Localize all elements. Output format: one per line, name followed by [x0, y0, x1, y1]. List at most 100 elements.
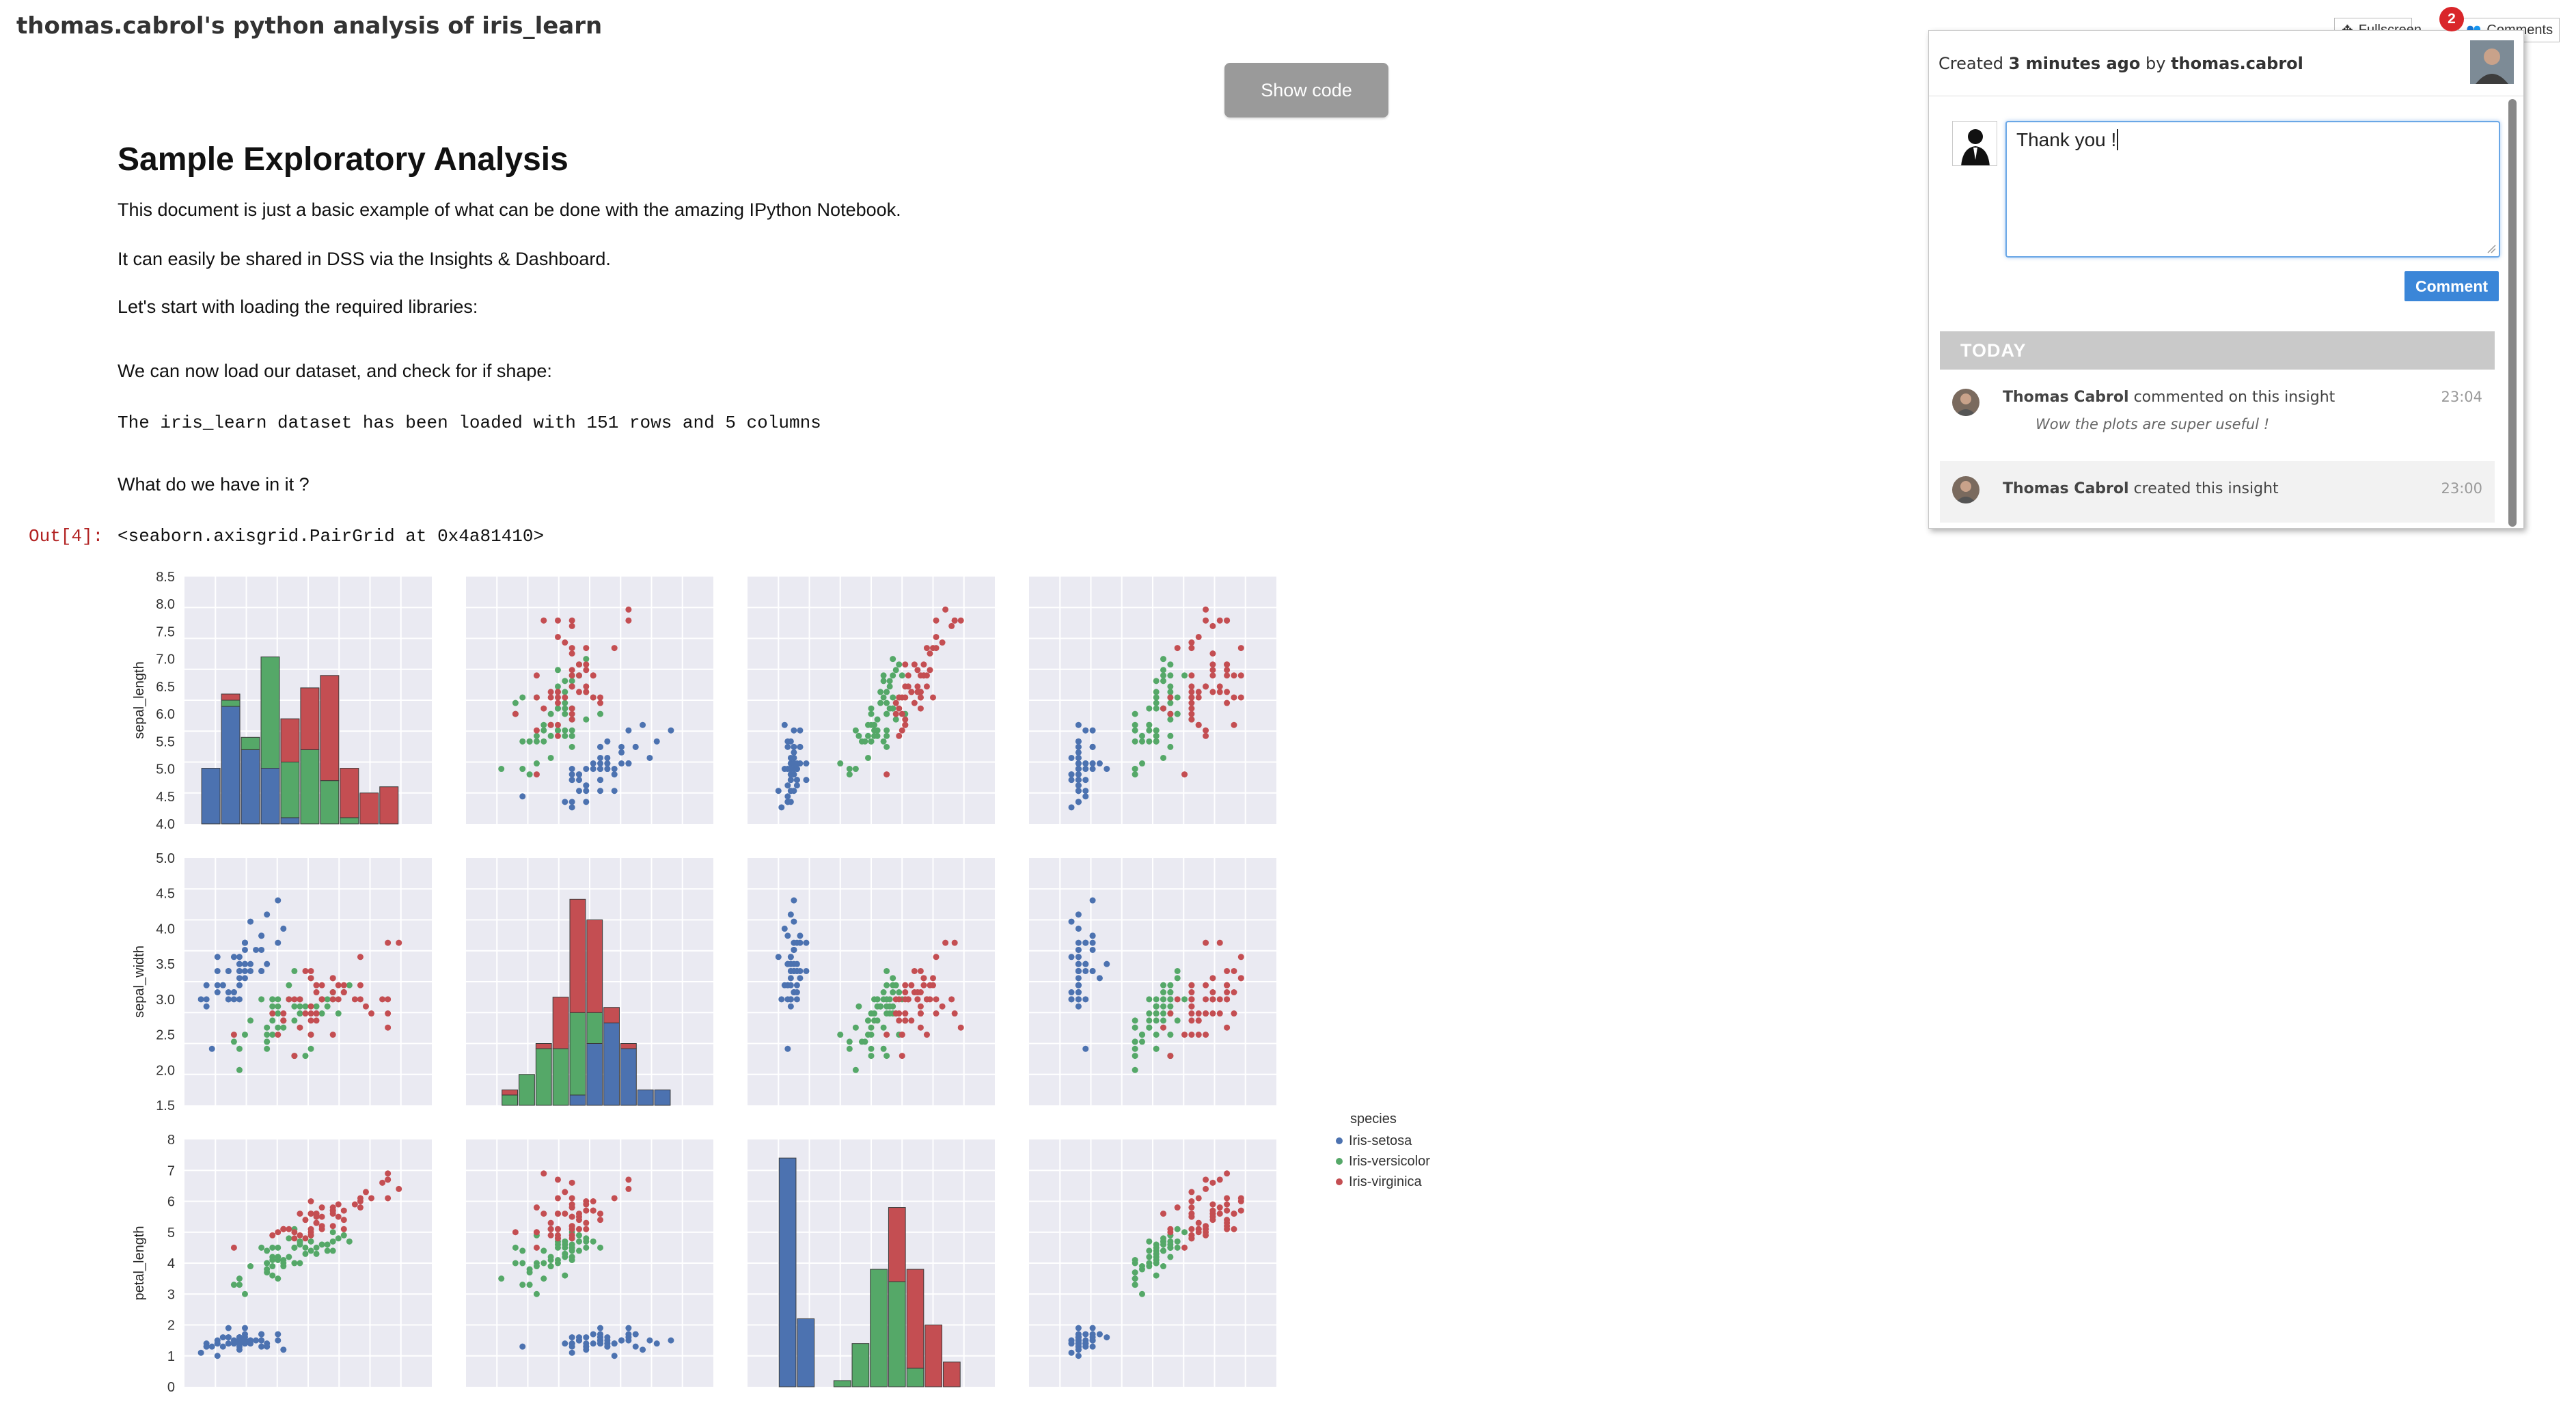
scatter-point: [264, 1045, 271, 1052]
scatter-point: [1167, 743, 1174, 750]
scatter-point: [787, 975, 794, 982]
activity-author[interactable]: Thomas Cabrol: [2003, 480, 2129, 497]
y-tick-label: 3.0: [156, 993, 175, 1008]
hist-bar: [637, 1089, 654, 1106]
scatter-point: [597, 743, 604, 750]
scatter-point: [640, 1346, 646, 1353]
scatter-point: [379, 1179, 386, 1186]
scatter-point: [575, 1211, 582, 1217]
comment-submit-button[interactable]: Comment: [2404, 271, 2499, 301]
scatter-point: [547, 1226, 554, 1232]
scatter-point: [1075, 911, 1082, 918]
hist-bar: [260, 768, 280, 825]
scatter-point: [214, 954, 221, 960]
scatter-point: [1231, 1211, 1237, 1217]
scatter-point: [793, 982, 800, 989]
scatter-point: [533, 760, 540, 767]
scatter-point: [927, 650, 933, 657]
scatter-point: [923, 1032, 930, 1038]
scatter-point: [1153, 1017, 1160, 1024]
scatter-point: [896, 732, 903, 739]
scatter-point: [318, 1241, 325, 1248]
scatter-point: [275, 1275, 282, 1282]
show-code-button[interactable]: Show code: [1224, 63, 1388, 118]
scatter-point: [307, 975, 314, 982]
scatter-point: [214, 1353, 221, 1359]
scatter-point: [519, 1282, 526, 1288]
hist-bar: [586, 1012, 603, 1044]
scatter-point: [791, 743, 797, 750]
scatter-point: [562, 694, 568, 701]
scatter-point: [275, 1229, 282, 1236]
scatter-point: [313, 1213, 320, 1220]
scatter-point: [787, 982, 794, 989]
scatter-point: [791, 897, 797, 904]
scatter-point: [219, 1343, 226, 1350]
scatter-point: [880, 694, 887, 701]
scatter-point: [1082, 777, 1089, 784]
scatter-point: [864, 1017, 871, 1024]
scatter-point: [291, 996, 298, 1003]
scatter-point: [1138, 1038, 1145, 1045]
scatter-point: [1075, 954, 1082, 960]
scatter-point: [1068, 954, 1075, 960]
scatter-point: [203, 1003, 210, 1010]
scatter-point: [219, 982, 226, 989]
y-tick-label: 7.5: [156, 624, 175, 639]
y-tick-label: 1.5: [156, 1098, 175, 1114]
scatter-point: [547, 1232, 554, 1239]
scatter-point: [1224, 967, 1231, 974]
y-tick-label: 6.5: [156, 680, 175, 695]
comment-author[interactable]: Thomas Cabrol: [2003, 389, 2129, 406]
scatter-point: [883, 982, 890, 989]
scatter-point: [519, 766, 526, 773]
scatter-point: [611, 645, 618, 652]
scatter-point: [1231, 1226, 1237, 1232]
scatter-point: [568, 705, 575, 712]
scatter-point: [1224, 1170, 1231, 1177]
scatter-point: [1216, 1176, 1223, 1183]
scatter-point: [318, 1010, 325, 1017]
comment-input[interactable]: Thank you !: [2005, 121, 2500, 258]
scatter-point: [791, 749, 797, 756]
scatter-point: [269, 1003, 276, 1010]
scatter-point: [568, 1213, 575, 1220]
gridlines: [1029, 1139, 1276, 1387]
scatter-point: [902, 1017, 909, 1024]
scatter-point: [1075, 1003, 1082, 1010]
scatter-point: [625, 1185, 632, 1192]
scatter-point: [247, 918, 254, 925]
scatter-point: [908, 1017, 915, 1024]
scatter-point: [939, 1003, 946, 1010]
scatter-point: [1132, 721, 1138, 728]
scatter-point: [1195, 1017, 1202, 1024]
scatter-point: [280, 1017, 287, 1024]
scatter-point: [905, 683, 912, 690]
scatter-point: [1224, 689, 1231, 695]
scatter-point: [340, 1217, 347, 1224]
resize-handle-icon[interactable]: [2486, 244, 2496, 253]
scatter-point: [902, 982, 909, 989]
creator-avatar: [1952, 476, 1979, 503]
hist-bar: [300, 687, 320, 750]
scatter-point: [362, 1189, 369, 1195]
scatter-point: [247, 1263, 254, 1270]
scatter-point: [899, 710, 905, 717]
scatter-point: [1216, 1204, 1223, 1211]
scatter-point: [1237, 672, 1244, 679]
scatter-point: [533, 727, 540, 734]
scatter-point: [933, 1010, 940, 1017]
scatter-point: [653, 738, 660, 745]
scatter-point: [1203, 727, 1209, 734]
scatter-point: [590, 760, 597, 767]
hist-bar: [552, 1048, 569, 1106]
scatter-point: [1082, 960, 1089, 967]
scatter-point: [1203, 617, 1209, 624]
scatter-point: [225, 996, 232, 1003]
scatter-point: [297, 1010, 303, 1017]
comments-scrollbar[interactable]: [2508, 99, 2517, 527]
pairplot-chart: 4.0 4.5 5.0 5.5 6.0 6.5 7.0 7.5 8.0 8.5 sepal_leng…: [132, 570, 1430, 1395]
scatter-point: [914, 667, 921, 674]
scatter-point: [297, 1024, 303, 1031]
legend-marker: [1336, 1178, 1343, 1185]
